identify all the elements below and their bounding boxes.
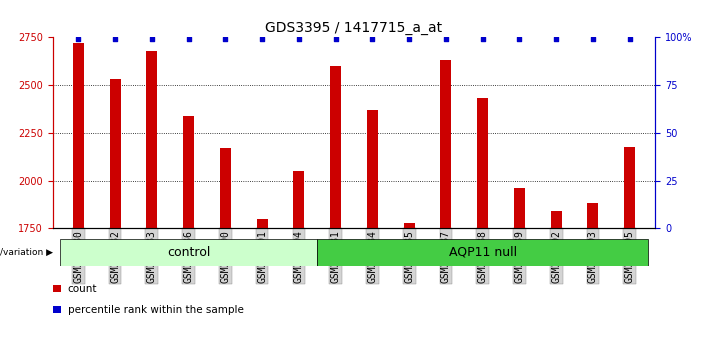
Bar	[624, 147, 635, 228]
Point	[330, 36, 341, 42]
Text: control: control	[167, 246, 210, 259]
Bar	[367, 110, 378, 228]
Text: count: count	[67, 284, 97, 293]
Bar	[514, 188, 525, 228]
Point	[219, 36, 231, 42]
Bar	[60, 239, 318, 266]
Bar	[477, 98, 488, 228]
Bar	[330, 66, 341, 228]
Bar	[147, 51, 157, 228]
Point	[587, 36, 599, 42]
Bar	[318, 239, 648, 266]
Bar	[293, 171, 304, 228]
Point	[147, 36, 158, 42]
Point	[477, 36, 489, 42]
Bar	[53, 306, 61, 313]
Bar	[73, 43, 84, 228]
Point	[73, 36, 84, 42]
Bar	[183, 115, 194, 228]
Bar	[220, 148, 231, 228]
Point	[514, 36, 525, 42]
Point	[293, 36, 304, 42]
Bar	[404, 223, 415, 228]
Point	[367, 36, 378, 42]
Point	[404, 36, 415, 42]
Bar	[109, 79, 121, 228]
Point	[109, 36, 121, 42]
Title: GDS3395 / 1417715_a_at: GDS3395 / 1417715_a_at	[266, 21, 442, 35]
Point	[624, 36, 635, 42]
Text: AQP11 null: AQP11 null	[449, 246, 517, 259]
Point	[257, 36, 268, 42]
Bar	[551, 211, 562, 228]
Point	[183, 36, 194, 42]
Bar	[53, 285, 61, 292]
Point	[440, 36, 451, 42]
Text: genotype/variation ▶: genotype/variation ▶	[0, 248, 53, 257]
Bar	[257, 219, 268, 228]
Bar	[587, 204, 599, 228]
Text: percentile rank within the sample: percentile rank within the sample	[67, 305, 243, 315]
Point	[550, 36, 562, 42]
Bar	[440, 60, 451, 228]
